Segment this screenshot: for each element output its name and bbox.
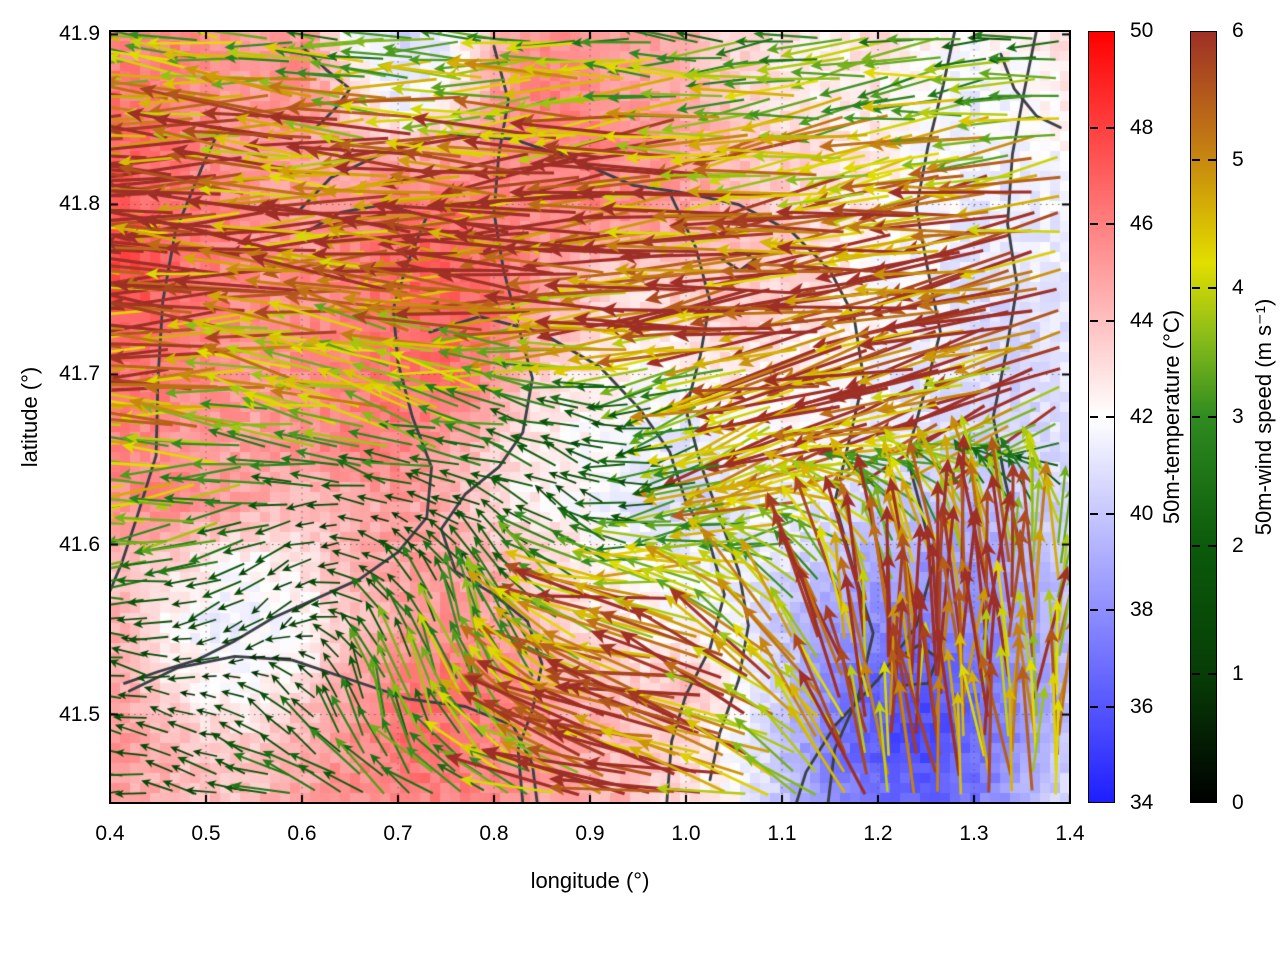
- colorbar-tick-mark: [1207, 673, 1216, 676]
- colorbar-tick-label: 5: [1232, 147, 1244, 171]
- colorbar-tick-mark: [1207, 158, 1216, 161]
- colorbar-tick-mark: [1207, 544, 1216, 547]
- colorbar-tick-mark: [1191, 544, 1200, 547]
- x-tick-label: 0.8: [479, 822, 509, 845]
- colorbar-tick-label: 46: [1130, 212, 1154, 235]
- colorbar-tick-mark: [1105, 319, 1114, 322]
- colorbar-tick-mark: [1191, 287, 1200, 290]
- colorbar-tick-label: 50: [1130, 19, 1154, 42]
- wind-speed-colorbar-title: 50m-wind speed (m s⁻¹): [1251, 298, 1276, 536]
- colorbar-tick-mark: [1105, 416, 1114, 418]
- y-tick-label: 41.7: [59, 362, 100, 386]
- map-canvas: [110, 31, 1070, 803]
- colorbar-tick-label: 34: [1130, 791, 1154, 814]
- colorbar-tick-mark: [1105, 705, 1114, 708]
- colorbar-tick-label: 2: [1232, 533, 1244, 557]
- x-axis-label: longitude (°): [530, 868, 650, 893]
- x-tick-label: 0.9: [575, 822, 605, 845]
- y-tick-label: 41.5: [59, 702, 100, 726]
- y-tick-label: 41.9: [59, 22, 100, 46]
- colorbar-tick-mark: [1089, 512, 1098, 515]
- colorbar-tick-label: 4: [1232, 276, 1244, 300]
- colorbar-tick-mark: [1191, 158, 1200, 161]
- temperature-colorbar-title: 50m-temperature (°C): [1159, 309, 1184, 525]
- x-tick-label: 0.5: [191, 822, 221, 845]
- colorbar-tick-mark: [1191, 416, 1200, 418]
- colorbar-tick-mark: [1089, 416, 1098, 418]
- x-tick-label: 1.2: [863, 822, 893, 845]
- y-axis-label: latitude (°): [17, 366, 42, 468]
- colorbar-tick-label: 48: [1130, 115, 1154, 139]
- colorbar-tick-label: 38: [1130, 598, 1154, 621]
- x-tick-label: 0.4: [95, 822, 125, 845]
- colorbar-tick-mark: [1105, 126, 1114, 129]
- colorbar-tick-label: 3: [1232, 405, 1244, 428]
- y-tick-label: 41.8: [59, 192, 100, 216]
- y-tick-label: 41.6: [59, 532, 100, 556]
- colorbar-tick-label: 42: [1130, 405, 1154, 428]
- x-tick-label: 1.3: [959, 822, 989, 845]
- colorbar-tick-mark: [1089, 319, 1098, 322]
- x-tick-label: 1.1: [767, 822, 797, 845]
- colorbar-tick-mark: [1089, 609, 1098, 611]
- colorbar-tick-mark: [1105, 223, 1114, 225]
- x-tick-label: 1.4: [1055, 822, 1085, 845]
- colorbar-tick-mark: [1089, 705, 1098, 708]
- colorbar-tick-mark: [1207, 287, 1216, 290]
- colorbar-tick-label: 36: [1130, 694, 1154, 718]
- x-tick-label: 0.7: [383, 822, 413, 845]
- colorbar-tick-mark: [1089, 223, 1098, 225]
- colorbar-tick-label: 44: [1130, 308, 1154, 332]
- x-tick-label: 1.0: [671, 822, 701, 845]
- colorbar-tick-mark: [1105, 512, 1114, 515]
- colorbar-tick-mark: [1191, 673, 1200, 676]
- colorbar-tick-label: 0: [1232, 791, 1244, 814]
- x-tick-label: 0.6: [287, 822, 317, 845]
- colorbar-tick-mark: [1105, 609, 1114, 611]
- colorbar-tick-mark: [1089, 126, 1098, 129]
- colorbar-tick-label: 40: [1130, 501, 1154, 525]
- colorbar-tick-label: 6: [1232, 19, 1244, 42]
- colorbar-tick-mark: [1207, 416, 1216, 418]
- colorbar-tick-label: 1: [1232, 662, 1244, 686]
